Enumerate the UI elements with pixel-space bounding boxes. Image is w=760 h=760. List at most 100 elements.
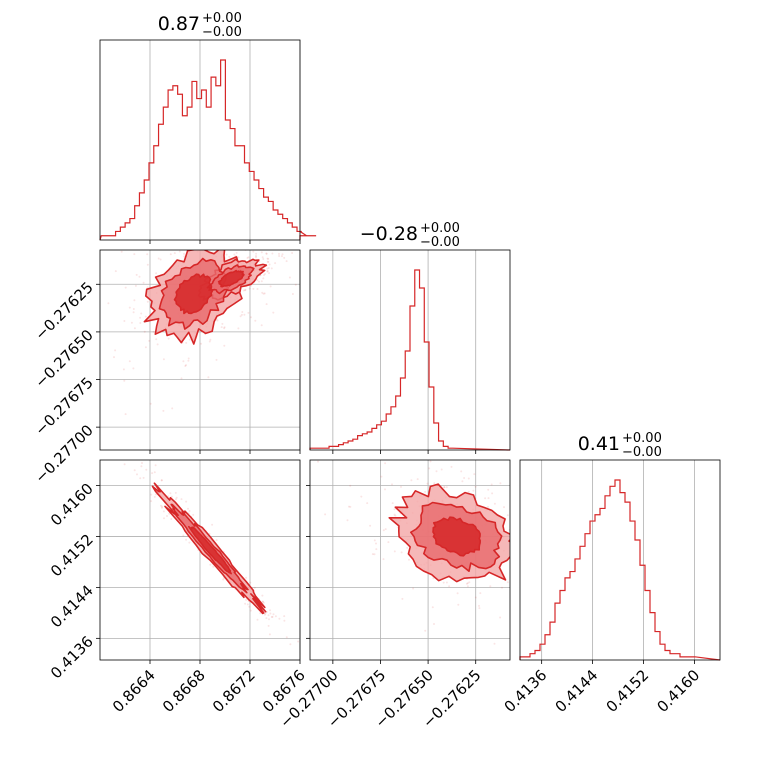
sample-point xyxy=(244,289,247,292)
sample-point xyxy=(493,642,496,645)
sample-point xyxy=(187,507,189,510)
y-tick-label: 0.4136 xyxy=(47,632,97,682)
sample-point xyxy=(487,497,490,500)
sample-point xyxy=(435,470,438,473)
sample-point xyxy=(235,251,238,254)
sample-point xyxy=(296,248,298,250)
sample-point xyxy=(241,311,244,313)
sample-point xyxy=(247,311,250,314)
sample-point xyxy=(375,548,378,551)
sample-point xyxy=(243,313,246,316)
histogram-panel-1 xyxy=(309,249,511,451)
sample-point xyxy=(258,240,260,242)
sample-point xyxy=(256,279,259,282)
sample-point xyxy=(528,495,530,497)
grid xyxy=(332,250,477,450)
sample-point xyxy=(528,606,530,608)
sample-point xyxy=(393,513,396,516)
sample-point xyxy=(159,258,162,261)
sample-point xyxy=(522,514,524,516)
sample-point xyxy=(426,482,429,485)
x-axis-param-0: 0.8664 0.8668 0.8672 0.8676 xyxy=(109,660,309,716)
sample-point xyxy=(489,585,492,588)
sample-point xyxy=(348,505,350,508)
sample-point xyxy=(182,534,185,537)
sample-point xyxy=(393,550,396,553)
sample-point xyxy=(209,563,212,566)
sample-point xyxy=(391,483,393,486)
sample-point xyxy=(207,376,210,379)
sample-point xyxy=(160,479,163,482)
sample-point xyxy=(305,651,307,653)
sample-point xyxy=(371,553,374,556)
sample-point xyxy=(269,612,272,615)
sample-point xyxy=(215,539,218,542)
sample-point xyxy=(319,431,321,433)
sample-point xyxy=(152,330,155,333)
sample-point xyxy=(428,467,431,470)
sample-point xyxy=(200,342,203,345)
sample-point xyxy=(467,490,470,493)
sample-point xyxy=(261,594,264,597)
x-tick-label: 0.4144 xyxy=(552,666,602,716)
sample-point xyxy=(258,244,260,246)
sample-point xyxy=(474,596,477,599)
sample-point xyxy=(143,330,146,333)
sample-point xyxy=(384,462,387,465)
sample-point xyxy=(216,319,219,322)
sample-point xyxy=(524,549,526,551)
sample-point xyxy=(265,252,268,255)
sample-point xyxy=(278,617,281,620)
sample-point xyxy=(161,505,164,508)
sample-point xyxy=(463,477,466,479)
sample-point xyxy=(349,505,352,508)
sample-point xyxy=(239,315,242,318)
sample-point xyxy=(291,252,294,254)
sample-point xyxy=(246,257,249,259)
histogram-panel-2 xyxy=(519,459,721,661)
grid xyxy=(541,460,695,660)
sample-point xyxy=(324,513,327,516)
sample-point xyxy=(555,559,557,561)
sample-point xyxy=(128,360,131,363)
sample-point xyxy=(246,603,249,606)
sample-point xyxy=(154,493,157,496)
sample-point xyxy=(107,302,110,305)
sample-point xyxy=(182,238,184,240)
sample-point xyxy=(223,344,226,347)
sample-point xyxy=(557,598,559,600)
sample-point xyxy=(162,358,165,361)
sample-point xyxy=(155,272,158,275)
sample-point xyxy=(461,480,464,483)
sample-point xyxy=(280,255,283,258)
sample-point xyxy=(183,229,185,231)
sample-point xyxy=(377,452,379,454)
sample-point xyxy=(242,236,244,238)
sample-point xyxy=(506,581,509,584)
title-plus: +0.00 xyxy=(622,431,662,446)
sample-point xyxy=(262,277,265,280)
sample-point xyxy=(187,357,190,360)
sample-point xyxy=(153,471,156,474)
sample-point xyxy=(259,612,262,615)
sample-point xyxy=(256,618,259,621)
sample-point xyxy=(260,324,263,327)
sample-point xyxy=(237,256,240,259)
sample-point xyxy=(185,500,188,503)
sample-point xyxy=(384,528,387,531)
sample-point xyxy=(180,377,183,380)
sample-point xyxy=(133,253,136,256)
sample-point xyxy=(285,260,288,263)
sample-point xyxy=(243,242,245,244)
sample-point xyxy=(211,523,214,526)
sample-point xyxy=(523,525,525,527)
sample-point xyxy=(537,633,539,635)
y-axis-param-1: −0.27700−0.27675−0.27650−0.27625 xyxy=(31,278,100,487)
sample-point xyxy=(165,242,167,244)
sample-point xyxy=(440,468,443,471)
title-value: 0.41 xyxy=(578,433,620,455)
sample-point xyxy=(487,505,489,508)
contour xyxy=(432,516,481,557)
sample-point xyxy=(149,402,152,405)
sample-point xyxy=(250,316,252,319)
